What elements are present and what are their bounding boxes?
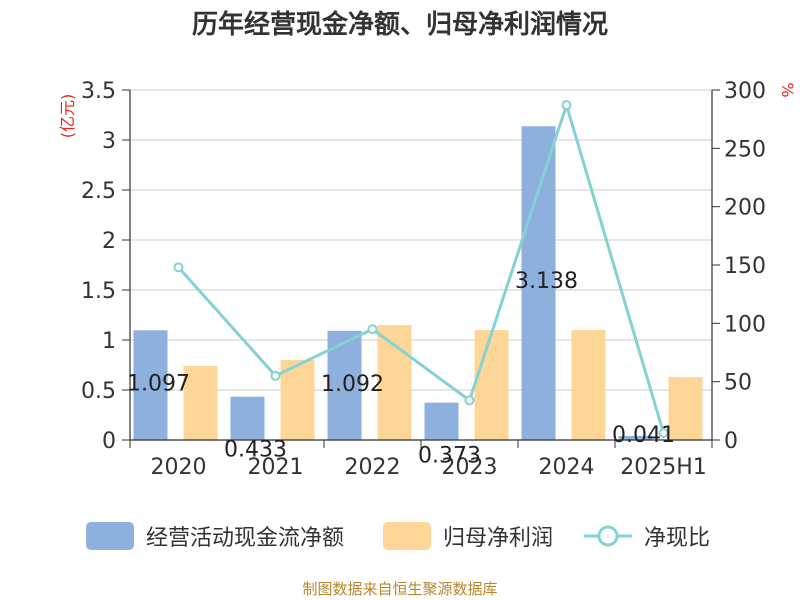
- left-tick-label: 2: [102, 229, 116, 254]
- data-labels: 1.097 0.433 1.092 0.373 3.138 0.041: [127, 269, 675, 469]
- ratio-point: [561, 100, 572, 111]
- bar-net-profit: [571, 330, 606, 440]
- chart-title: 历年经营现金净额、归母净利润情况: [191, 10, 608, 40]
- grid-lines: [130, 89, 712, 391]
- ratio-point: [464, 395, 475, 406]
- bar-value-label: 3.138: [515, 269, 578, 294]
- bar-value-label: 1.097: [127, 371, 190, 396]
- left-tick-label: 1: [102, 329, 116, 354]
- left-tick-label: 1.5: [81, 279, 116, 304]
- bar-value-label: 0.041: [612, 423, 675, 448]
- right-tick-label: 200: [724, 196, 766, 221]
- bar-series: [133, 126, 703, 440]
- ratio-point: [270, 370, 281, 381]
- right-tick-label: 0: [724, 429, 738, 454]
- bar-net-profit: [474, 330, 509, 440]
- legend-swatch-net-profit: [383, 522, 431, 550]
- right-axis-unit-label: %: [778, 82, 797, 97]
- ratio-point: [173, 262, 184, 273]
- source-note: 制图数据来自恒生聚源数据库: [302, 580, 498, 598]
- left-tick-label: 2.5: [81, 179, 116, 204]
- bar-net-profit: [183, 366, 218, 440]
- legend-swatch-cash-flow: [86, 522, 134, 550]
- legend-item-cash-flow[interactable]: 经营活动现金流净额: [86, 518, 344, 554]
- legend-item-ratio[interactable]: 净现比: [584, 518, 710, 554]
- bar-value-label: 0.433: [224, 438, 287, 463]
- left-tick-label: 3.5: [81, 79, 116, 104]
- x-category-label: 2021: [248, 455, 304, 480]
- right-tick-label: 150: [724, 254, 766, 279]
- left-tick-label: 0.5: [81, 379, 116, 404]
- ratio-line: [177, 100, 665, 434]
- right-tick-label: 100: [724, 312, 766, 337]
- ratio-point: [658, 428, 669, 438]
- legend-item-net-profit[interactable]: 归母净利润: [383, 518, 553, 554]
- bar-cash-flow: [618, 435, 653, 440]
- left-tick-label: 3: [102, 129, 116, 154]
- x-category-label: 2025H1: [620, 455, 707, 480]
- bar-cash-flow: [521, 126, 556, 440]
- right-tick-label: 50: [724, 371, 752, 396]
- legend-line-marker-icon: [584, 525, 632, 547]
- bar-value-label: 1.092: [321, 372, 384, 397]
- x-category-label: 2020: [151, 455, 207, 480]
- left-tick-label: 0: [102, 429, 116, 454]
- legend-label-ratio: 净现比: [644, 526, 711, 551]
- line-series: [173, 100, 669, 438]
- right-tick-label: 250: [724, 137, 766, 162]
- legend: 经营活动现金流净额 归母净利润 净现比: [0, 518, 800, 554]
- x-category-label: 2023: [442, 455, 498, 480]
- axes: 0 0.5 1 1.5 2 2.5 3 3.5 0 50 100 150 200 250 300 (亿元)% 2…: [58, 79, 797, 480]
- legend-label-cash-flow: 经营活动现金流净额: [146, 526, 345, 551]
- bar-net-profit: [280, 360, 315, 440]
- bar-net-profit: [668, 377, 703, 440]
- x-category-label: 2024: [539, 455, 595, 480]
- ratio-point: [367, 324, 378, 335]
- bar-cash-flow: [133, 330, 168, 440]
- x-category-label: 2022: [345, 455, 401, 480]
- bar-cash-flow: [424, 402, 459, 440]
- bar-value-label: 0.373: [418, 444, 481, 469]
- right-tick-label: 300: [724, 79, 766, 104]
- legend-label-net-profit: 归母净利润: [443, 526, 554, 551]
- left-axis-unit-label: (亿元): [58, 94, 77, 139]
- bar-cash-flow: [230, 396, 265, 440]
